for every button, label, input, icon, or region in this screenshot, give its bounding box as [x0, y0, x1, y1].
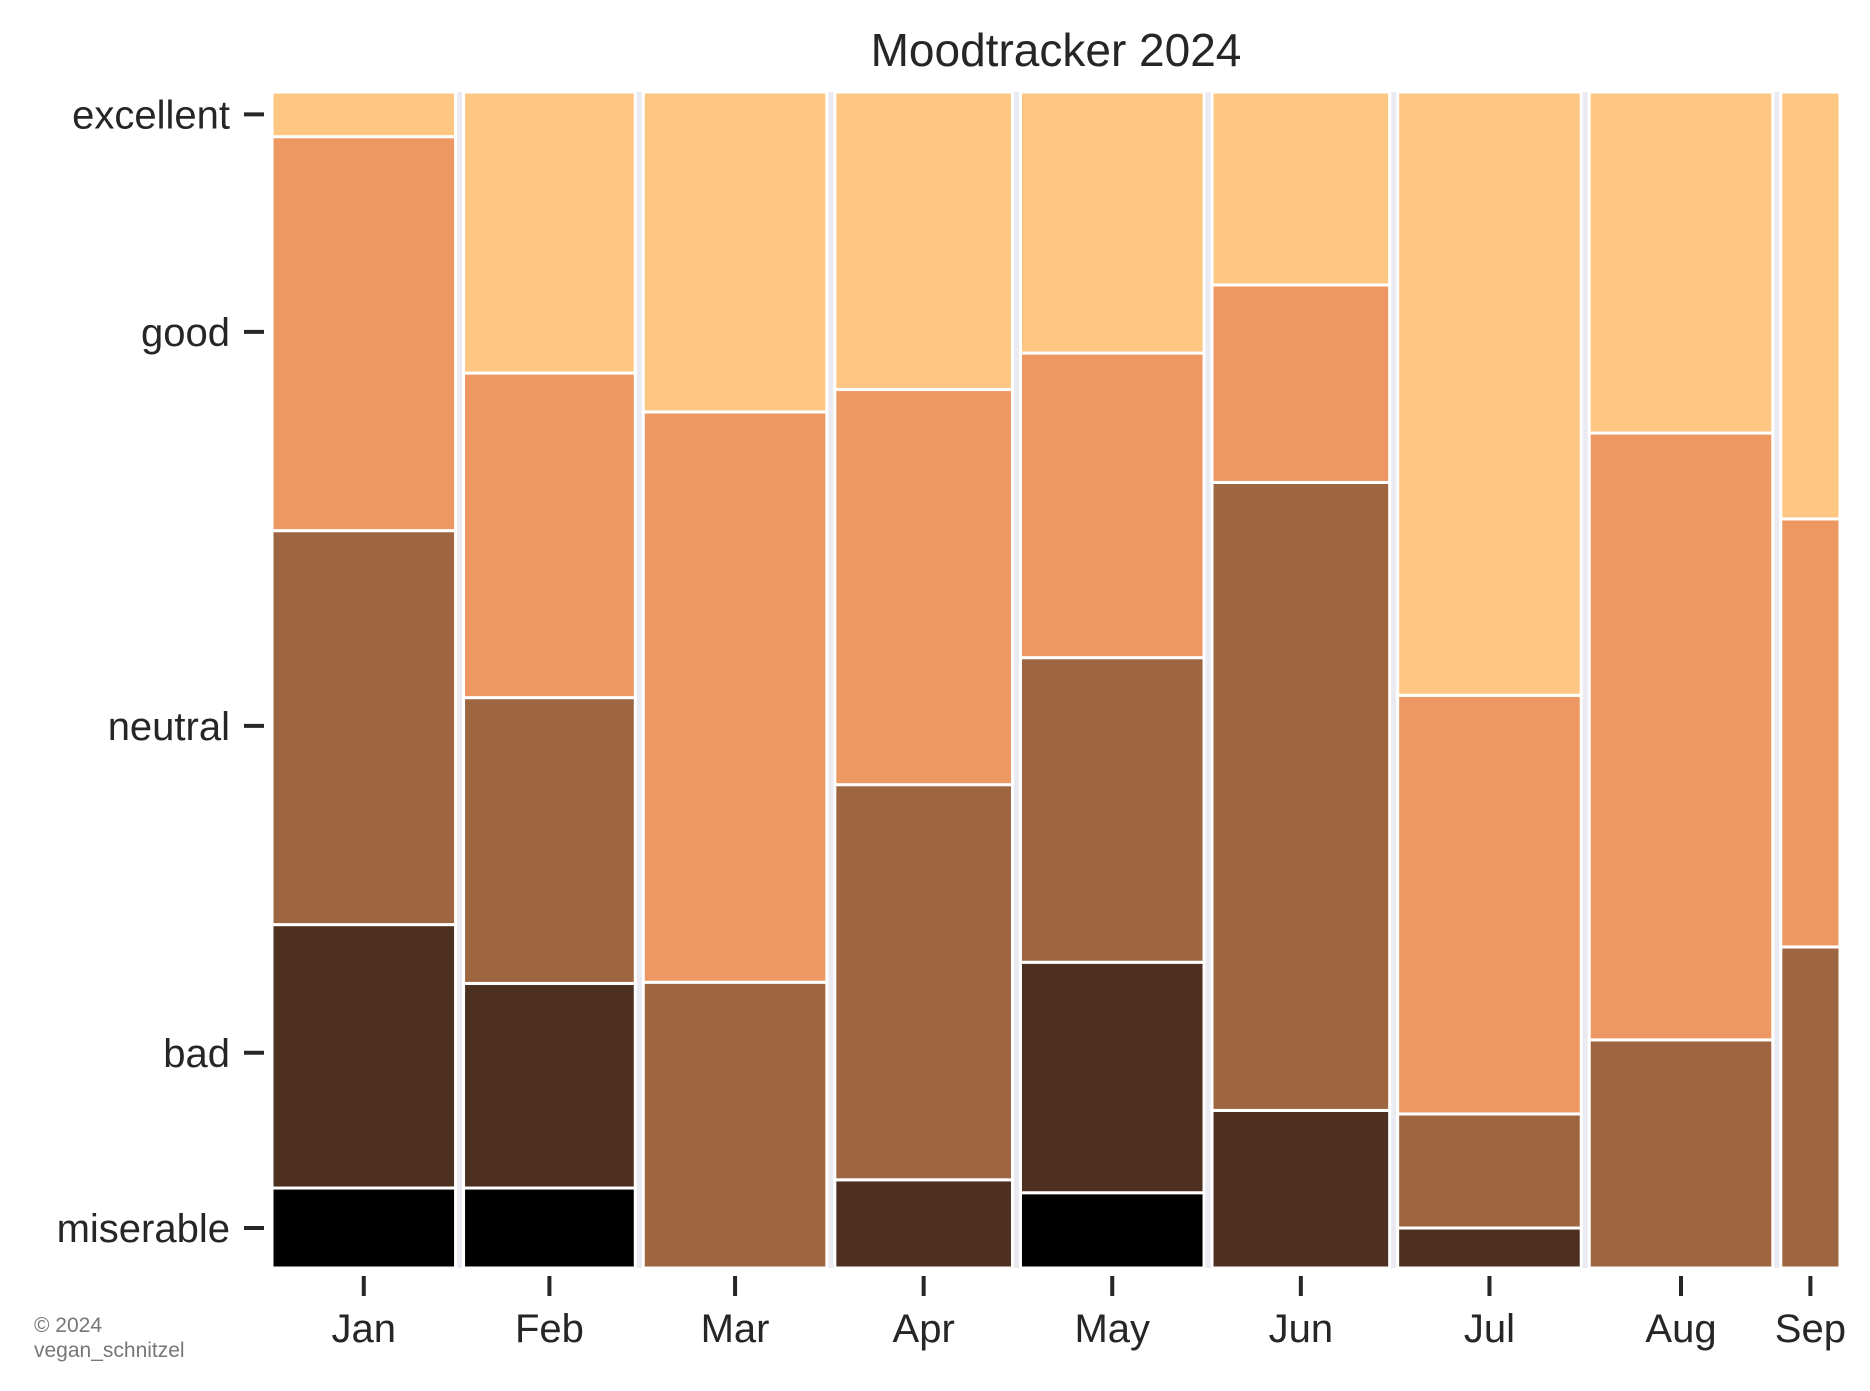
tile-jun-good [1210, 283, 1392, 484]
tile-jul-neutral [1396, 1112, 1583, 1230]
tile-may-bad [1018, 960, 1206, 1195]
x-tick-label-jan: Jan [332, 1307, 397, 1351]
tile-feb-excellent [462, 90, 637, 375]
x-tick-label-jun: Jun [1269, 1307, 1334, 1351]
tile-feb-neutral [462, 696, 637, 985]
tile-apr-excellent [833, 90, 1014, 392]
tile-jul-excellent [1396, 90, 1583, 697]
x-tick-label-jul: Jul [1464, 1307, 1515, 1351]
credit-author: vegan_schnitzel [34, 1339, 185, 1362]
tile-jul-bad [1396, 1226, 1583, 1270]
chart-title: Moodtracker 2024 [871, 24, 1242, 76]
tile-apr-bad [833, 1178, 1014, 1270]
tile-aug-good [1587, 431, 1775, 1042]
tile-sep-neutral [1779, 945, 1842, 1270]
tile-may-good [1018, 351, 1206, 660]
tile-jul-good [1396, 693, 1583, 1116]
y-axis: excellent good neutral bad miserable [57, 93, 264, 1251]
tile-jun-excellent [1210, 90, 1392, 287]
y-tick-label-bad: bad [163, 1032, 230, 1076]
tile-sep-good [1779, 517, 1842, 949]
tile-may-miserable [1018, 1191, 1206, 1270]
tile-apr-good [833, 388, 1014, 787]
tile-jan-neutral [270, 529, 458, 927]
tile-mar-neutral [641, 980, 829, 1270]
tile-jan-good [270, 135, 458, 533]
x-tick-label-apr: Apr [893, 1307, 955, 1351]
tile-jun-neutral [1210, 480, 1392, 1112]
tile-mar-good [641, 410, 829, 984]
tile-feb-bad [462, 981, 637, 1190]
tile-jan-excellent [270, 90, 458, 139]
y-tick-label-miserable: miserable [57, 1207, 230, 1251]
y-tick-label-excellent: excellent [72, 93, 230, 137]
x-axis: Jan Feb Mar Apr May Jun Jul Aug Sep [332, 1276, 1846, 1351]
x-tick-label-may: May [1074, 1307, 1150, 1351]
tile-apr-neutral [833, 783, 1014, 1182]
tile-aug-excellent [1587, 90, 1775, 435]
tile-may-excellent [1018, 90, 1206, 355]
tile-feb-good [462, 371, 637, 700]
y-tick-label-neutral: neutral [108, 705, 230, 749]
tile-mar-excellent [641, 90, 829, 414]
tile-sep-excellent [1779, 90, 1842, 521]
tile-jan-bad [270, 923, 458, 1190]
x-tick-label-mar: Mar [701, 1307, 770, 1351]
tile-feb-miserable [462, 1186, 637, 1270]
tile-jan-miserable [270, 1186, 458, 1270]
x-tick-label-sep: Sep [1775, 1307, 1846, 1351]
credit-year: © 2024 [34, 1314, 102, 1337]
x-tick-label-aug: Aug [1645, 1307, 1716, 1351]
x-tick-label-feb: Feb [515, 1307, 584, 1351]
tile-may-neutral [1018, 656, 1206, 964]
mosaic-tiles [270, 90, 1842, 1270]
y-tick-label-good: good [141, 311, 230, 355]
tile-aug-neutral [1587, 1038, 1775, 1270]
tile-jun-bad [1210, 1108, 1392, 1270]
